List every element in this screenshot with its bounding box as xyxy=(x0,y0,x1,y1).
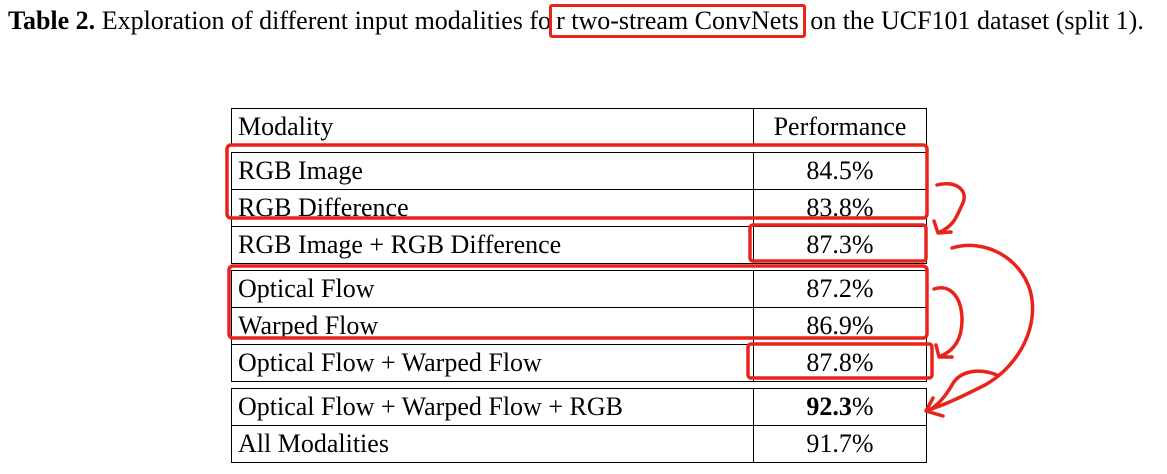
performance-cell: 91.7% xyxy=(753,425,927,463)
table-row: RGB Image 84.5% xyxy=(231,152,927,190)
table-row: Warped Flow 86.9% xyxy=(231,307,927,345)
arrow-final-head xyxy=(924,396,945,418)
table-row: RGB Image + RGB Difference 87.3% xyxy=(231,226,927,264)
caption-label: Table 2. xyxy=(8,6,96,35)
table-row: Optical Flow + Warped Flow + RGB 92.3% xyxy=(231,388,927,426)
arrow-flow-to-final xyxy=(926,369,999,413)
performance-cell: 92.3% xyxy=(753,388,927,426)
modality-cell: RGB Difference xyxy=(231,189,754,227)
table-row: RGB Difference 83.8% xyxy=(231,189,927,227)
modality-table: Modality Performance RGB Image 84.5% RGB… xyxy=(231,108,927,463)
table-header-row: Modality Performance xyxy=(231,108,927,146)
arrow-rgb-to-final xyxy=(926,243,1035,412)
header-modality: Modality xyxy=(231,108,754,146)
arrow-rgb-merge-head xyxy=(932,219,953,235)
modality-cell: RGB Image + RGB Difference xyxy=(231,226,754,264)
performance-cell: 87.2% xyxy=(753,270,927,308)
table-row: Optical Flow 87.2% xyxy=(231,270,927,308)
modality-cell: Optical Flow + Warped Flow + RGB xyxy=(231,388,754,426)
performance-cell: 87.8% xyxy=(753,344,927,382)
table-row: All Modalities 91.7% xyxy=(231,425,927,463)
performance-cell: 87.3% xyxy=(753,226,927,264)
caption-highlight: r two-stream ConvNets xyxy=(549,4,806,38)
modality-cell: RGB Image xyxy=(231,152,754,190)
modality-cell: Optical Flow + Warped Flow xyxy=(231,344,754,382)
performance-cell: 83.8% xyxy=(753,189,927,227)
performance-suffix: % xyxy=(851,392,874,421)
table-caption: Table 2. Exploration of different input … xyxy=(8,2,1160,40)
modality-cell: Warped Flow xyxy=(231,307,754,345)
caption-text: Exploration of different input modalitie… xyxy=(101,6,552,35)
performance-cell: 84.5% xyxy=(753,152,927,190)
arrow-rgb-merge xyxy=(935,182,966,234)
performance-best-value: 92.3 xyxy=(806,392,852,421)
modality-cell: Optical Flow xyxy=(231,270,754,308)
performance-cell: 86.9% xyxy=(753,307,927,345)
modality-cell: All Modalities xyxy=(231,425,754,463)
table-row: Optical Flow + Warped Flow 87.8% xyxy=(231,344,927,382)
header-performance: Performance xyxy=(753,108,927,146)
caption-text-end: on the UCF101 dataset (split 1). xyxy=(803,6,1144,35)
arrow-flow-merge-head xyxy=(934,343,954,359)
arrow-flow-merge xyxy=(932,286,964,358)
